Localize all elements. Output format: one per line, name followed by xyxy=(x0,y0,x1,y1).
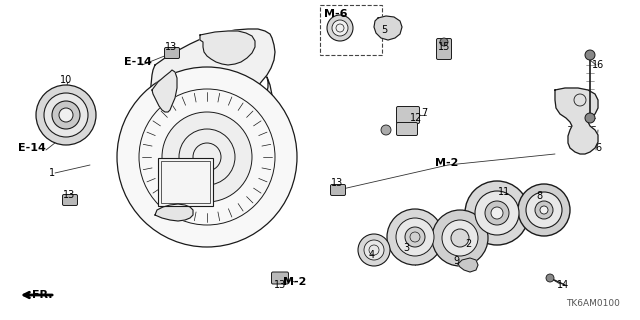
Circle shape xyxy=(451,229,469,247)
Circle shape xyxy=(546,274,554,282)
FancyBboxPatch shape xyxy=(164,47,179,59)
Bar xyxy=(161,161,210,203)
Circle shape xyxy=(162,112,252,202)
Text: E-14: E-14 xyxy=(18,143,46,153)
Text: 4: 4 xyxy=(369,250,375,260)
Circle shape xyxy=(405,227,425,247)
Circle shape xyxy=(585,113,595,123)
Text: 11: 11 xyxy=(498,187,510,197)
Circle shape xyxy=(526,192,562,228)
Text: 1: 1 xyxy=(49,168,55,178)
Circle shape xyxy=(332,20,348,36)
Circle shape xyxy=(52,101,80,129)
Circle shape xyxy=(485,201,509,225)
Polygon shape xyxy=(458,258,478,272)
Text: M-2: M-2 xyxy=(284,277,307,287)
Text: M-6: M-6 xyxy=(324,9,348,19)
Circle shape xyxy=(535,201,553,219)
Circle shape xyxy=(396,218,434,256)
Text: 6: 6 xyxy=(595,143,601,153)
Text: 7: 7 xyxy=(421,108,427,118)
Text: 3: 3 xyxy=(403,243,409,253)
FancyBboxPatch shape xyxy=(330,185,346,196)
Circle shape xyxy=(358,234,390,266)
Circle shape xyxy=(585,50,595,60)
Circle shape xyxy=(381,125,391,135)
Circle shape xyxy=(491,207,503,219)
Polygon shape xyxy=(152,70,177,112)
Circle shape xyxy=(440,38,448,46)
Circle shape xyxy=(475,191,519,235)
Polygon shape xyxy=(374,16,402,40)
Polygon shape xyxy=(555,88,598,154)
Circle shape xyxy=(117,67,297,247)
Circle shape xyxy=(540,206,548,214)
Circle shape xyxy=(327,15,353,41)
Text: 16: 16 xyxy=(592,60,604,70)
Circle shape xyxy=(518,184,570,236)
Bar xyxy=(320,5,382,55)
Bar xyxy=(158,158,213,206)
Text: 10: 10 xyxy=(60,75,72,85)
Text: 13: 13 xyxy=(63,190,75,200)
Text: 14: 14 xyxy=(557,280,569,290)
FancyBboxPatch shape xyxy=(397,123,417,135)
Text: 15: 15 xyxy=(438,42,450,52)
Text: 2: 2 xyxy=(465,239,471,249)
Polygon shape xyxy=(149,29,275,221)
FancyBboxPatch shape xyxy=(397,107,419,124)
Text: TK6AM0100: TK6AM0100 xyxy=(566,299,620,308)
Polygon shape xyxy=(155,204,193,221)
Text: M-2: M-2 xyxy=(435,158,459,168)
Text: 9: 9 xyxy=(453,256,459,266)
Circle shape xyxy=(36,85,96,145)
FancyBboxPatch shape xyxy=(436,38,451,60)
Text: 8: 8 xyxy=(536,191,542,201)
Text: 13: 13 xyxy=(331,178,343,188)
FancyBboxPatch shape xyxy=(63,195,77,205)
Circle shape xyxy=(442,220,478,256)
Text: E-14: E-14 xyxy=(124,57,152,67)
Circle shape xyxy=(364,240,384,260)
Text: FR.: FR. xyxy=(32,290,52,300)
Text: 5: 5 xyxy=(381,25,387,35)
Circle shape xyxy=(59,108,73,122)
Text: 13: 13 xyxy=(165,42,177,52)
Polygon shape xyxy=(200,31,255,65)
Text: 12: 12 xyxy=(410,113,422,123)
Circle shape xyxy=(432,210,488,266)
FancyBboxPatch shape xyxy=(271,272,289,284)
Circle shape xyxy=(44,93,88,137)
Text: 13: 13 xyxy=(274,280,286,290)
Circle shape xyxy=(465,181,529,245)
Circle shape xyxy=(387,209,443,265)
